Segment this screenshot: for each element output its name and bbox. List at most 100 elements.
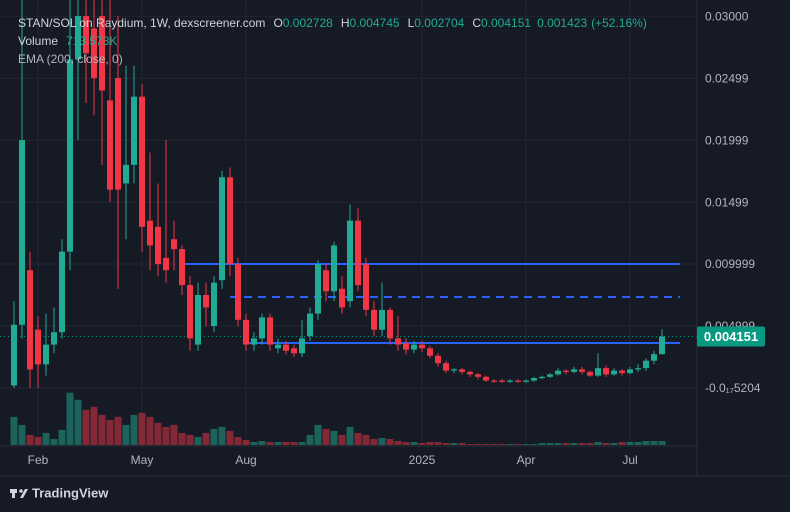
candle-body [355, 220, 361, 286]
volume-bar [474, 443, 482, 445]
candle-body [347, 220, 353, 302]
candle-body [267, 317, 273, 345]
volume-bar [506, 443, 514, 445]
legend-title: STAN/SOL on Raydium, 1W, dexscreener.com [18, 16, 265, 30]
y-tick-label: 0.009999 [705, 257, 755, 271]
candle-body [587, 371, 593, 376]
candle-body [19, 140, 25, 325]
candle-body [419, 344, 425, 349]
volume-bar [378, 437, 386, 445]
volume-bar [442, 442, 450, 445]
volume-bar [450, 442, 458, 445]
candle-body [571, 369, 577, 372]
legend-change-percent: (+52.16%) [591, 16, 647, 30]
candle-body [179, 249, 185, 286]
volume-bar [658, 441, 666, 445]
volume-bar [250, 441, 258, 445]
volume-bar [122, 424, 130, 445]
volume-bar [106, 419, 114, 445]
volume-bar [594, 441, 602, 445]
candle-body [507, 380, 513, 382]
plot [0, 0, 697, 445]
candle-body [363, 264, 369, 310]
volume-bar [554, 442, 562, 445]
volume-bar [498, 443, 506, 445]
volume-bar [426, 441, 434, 445]
volume-bar [418, 442, 426, 445]
candle-body [75, 16, 81, 60]
candle-body [59, 251, 65, 333]
legend-key: L [408, 16, 415, 30]
candle-body [43, 344, 49, 365]
candle-body [195, 295, 201, 345]
volume-bar [194, 436, 202, 445]
x-tick-label: Jul [622, 453, 637, 467]
volume-bar [114, 416, 122, 445]
x-tick-label: May [131, 453, 154, 467]
volume-bar [10, 416, 18, 445]
y-tick-label: 0.03000 [705, 9, 749, 23]
candle-body [515, 380, 521, 382]
candle-body [235, 264, 241, 320]
candle-body [459, 369, 465, 372]
candle-body [627, 369, 633, 374]
candle-body [115, 78, 121, 190]
candle-body [211, 282, 217, 327]
candle-body [243, 319, 249, 345]
tradingview-logo [10, 489, 28, 498]
volume-bar [602, 442, 610, 445]
volume-bar [610, 442, 618, 445]
legend-value: 0.002728 [283, 16, 333, 30]
candle-body [323, 270, 329, 292]
volume-bar [370, 438, 378, 445]
volume-bar [170, 424, 178, 445]
volume-bar [58, 429, 66, 445]
volume-bar [290, 441, 298, 445]
volume-bar [154, 422, 162, 445]
volume-bar [322, 428, 330, 445]
x-tick-label: 2025 [409, 453, 436, 467]
candle-body [227, 177, 233, 265]
candle-body [51, 332, 57, 345]
candle-body [187, 285, 193, 339]
volume-bar [570, 442, 578, 445]
volume-bar [650, 440, 658, 445]
price-label: 0.004151 [704, 329, 758, 344]
candle-body [99, 16, 105, 91]
candle-body [83, 16, 89, 54]
legend-key: H [341, 16, 350, 30]
candle-body [387, 309, 393, 339]
volume-bar [242, 439, 250, 445]
y-tick-label: 0.01999 [705, 133, 749, 147]
candle-body [531, 378, 537, 381]
candle-body [523, 380, 529, 382]
volume-bar [274, 441, 282, 445]
volume-bar [402, 441, 410, 445]
volume-bar [362, 434, 370, 445]
y-tick-label: -0.0₁₇5204 [705, 381, 761, 395]
branding: TradingView [32, 485, 109, 500]
candle-body [555, 370, 561, 375]
candle-body [611, 370, 617, 375]
candle-body [443, 363, 449, 371]
legend-value: 0.004745 [350, 16, 400, 30]
volume-bar [522, 443, 530, 445]
candle-body [499, 380, 505, 382]
legend-key: O [273, 16, 282, 30]
legend-volume-title: Volume [18, 34, 58, 48]
candle-body [403, 343, 409, 350]
volume-bar [34, 436, 42, 445]
volume-bar [538, 442, 546, 445]
volume-bar [234, 436, 242, 445]
candle-body [139, 96, 145, 227]
volume-bar [90, 406, 98, 445]
legend-volume-value: 713.573K [66, 34, 117, 48]
x-tick-label: Aug [235, 453, 256, 467]
candle-body [315, 264, 321, 314]
candle-body [291, 348, 297, 354]
volume-bar [338, 434, 346, 445]
x-tick-label: Apr [517, 453, 536, 467]
volume-bar [642, 440, 650, 445]
legend-line: STAN/SOL on Raydium, 1W, dexscreener.com… [18, 16, 647, 30]
volume-bar [578, 442, 586, 445]
